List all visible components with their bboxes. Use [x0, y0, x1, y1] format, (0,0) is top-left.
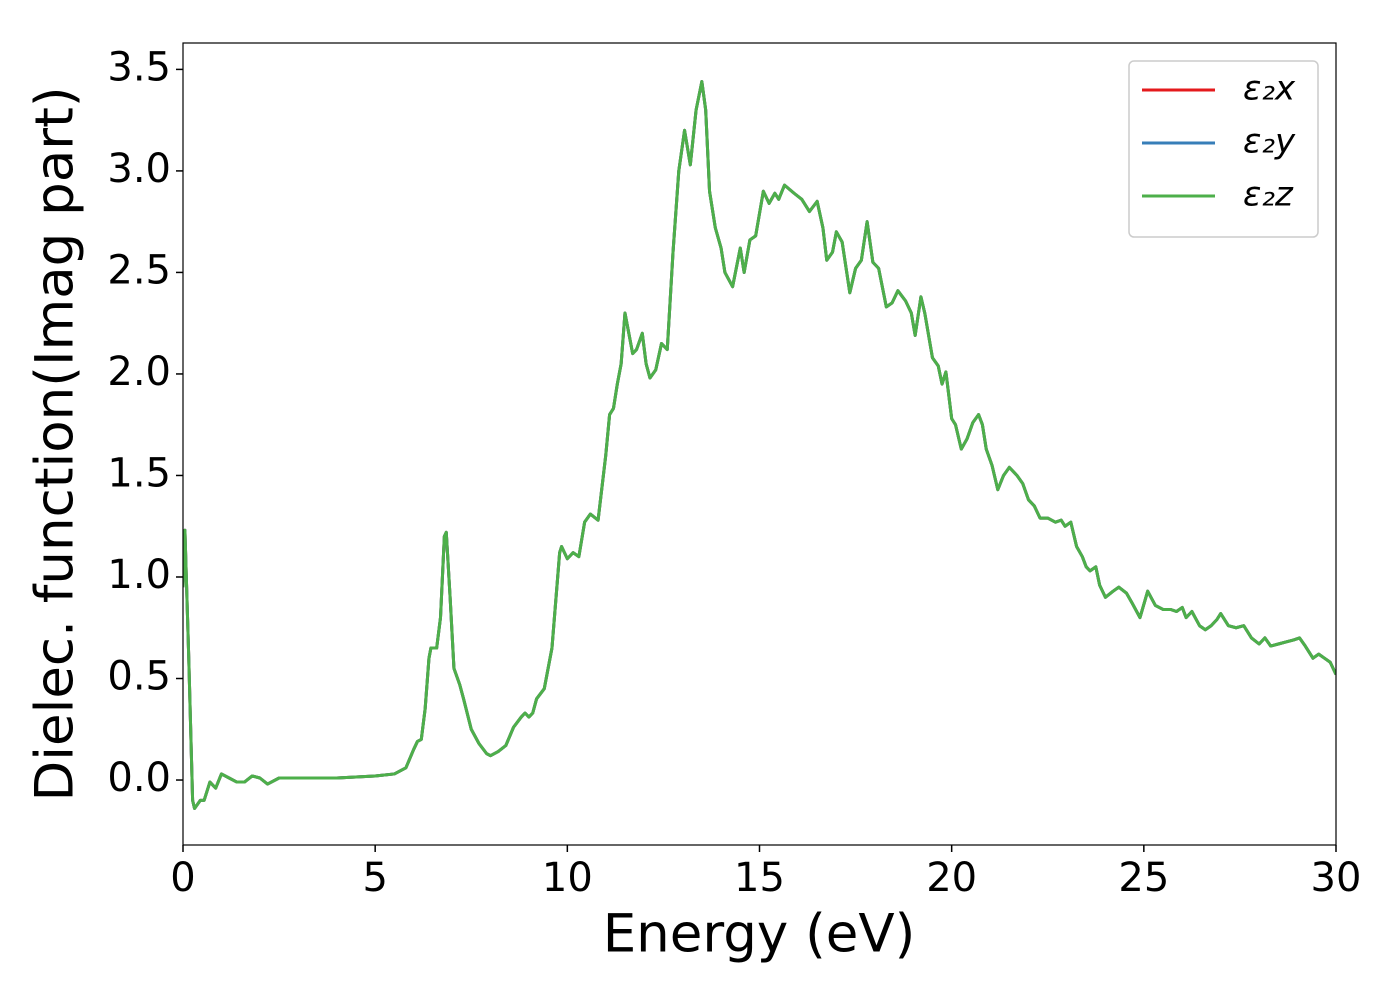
y-tick-label: 0.0	[107, 755, 171, 801]
y-tick-label: 1.5	[107, 450, 171, 496]
legend-label: ε₂z	[1243, 175, 1294, 215]
legend-label: ε₂y	[1243, 122, 1296, 162]
x-tick-label: 10	[542, 855, 593, 901]
x-tick-label: 20	[926, 855, 977, 901]
y-tick-label: 0.5	[107, 654, 171, 700]
y-tick-label: 3.0	[107, 146, 171, 192]
plot-frame	[182, 42, 1337, 846]
x-tick-label: 25	[1118, 855, 1169, 901]
x-tick-label: 15	[734, 855, 785, 901]
y-tick-label: 1.0	[107, 552, 171, 598]
y-tick-label: 3.5	[107, 44, 171, 90]
plot-lines	[183, 80, 1336, 810]
y-tick-label: 2.5	[107, 247, 171, 293]
data-line	[183, 80, 1336, 810]
legend-label: ε₂x	[1243, 69, 1296, 109]
legend-box	[1128, 60, 1319, 238]
x-tick-label: 5	[362, 855, 387, 901]
y-axis-label: Dielec. function(Imag part)	[25, 86, 86, 801]
y-tick-label: 2.0	[107, 349, 171, 395]
x-tick-label: 0	[170, 855, 195, 901]
x-axis-label: Energy (eV)	[603, 904, 916, 965]
x-tick-label: 30	[1311, 855, 1362, 901]
